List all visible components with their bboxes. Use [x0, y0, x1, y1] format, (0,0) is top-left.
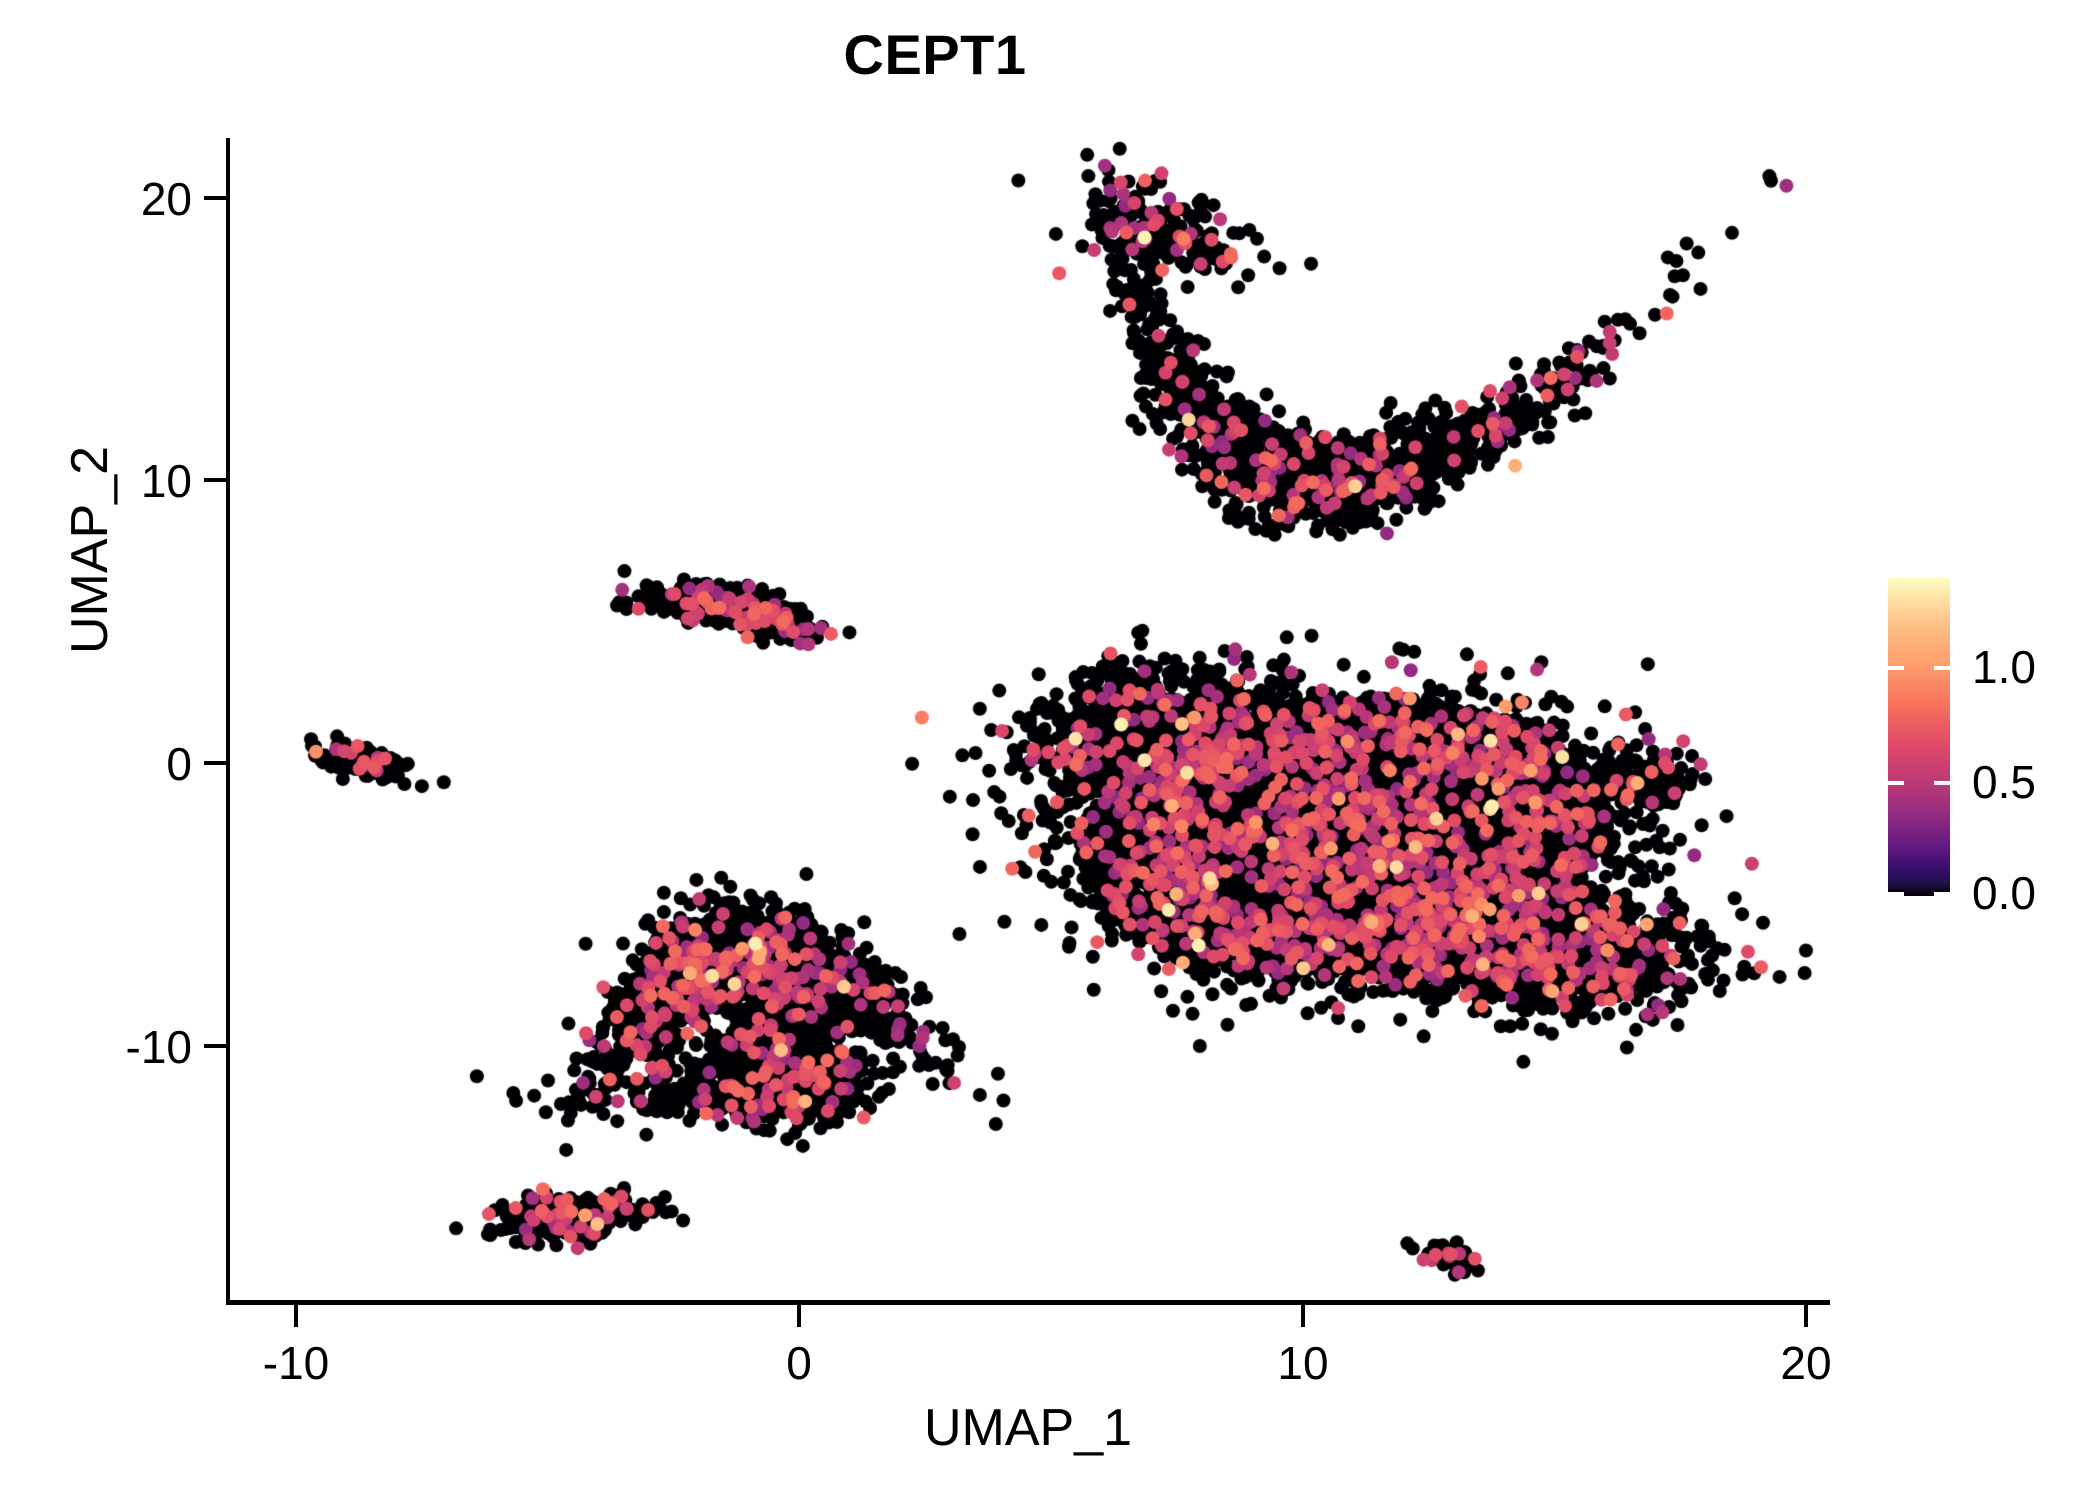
colorbar-tick-1.0-left	[1888, 666, 1904, 670]
colorbar-label-low: 0.0	[1972, 867, 2036, 919]
scatter-plot-panel	[228, 140, 1828, 1300]
y-axis-line	[226, 138, 230, 1302]
x-tick-label-1: 0	[786, 1337, 812, 1389]
scatter-points-canvas	[228, 140, 1828, 1300]
colorbar-tick-0.0-right	[1934, 892, 1950, 896]
colorbar-label-mid: 0.5	[1972, 756, 2036, 808]
page-title: CEPT1	[843, 23, 1027, 86]
colorbar-label-high: 1.0	[1972, 641, 2036, 693]
y-tick-mark-3	[204, 1044, 226, 1048]
y-tick-label-1: 10	[140, 455, 192, 507]
x-axis-label: UMAP_1	[923, 1399, 1133, 1457]
x-tick-label-3: 20	[1780, 1337, 1832, 1389]
colorbar-tick-0.5-right	[1934, 781, 1950, 785]
x-tick-label-2: 10	[1277, 1337, 1329, 1389]
x-axis-line	[226, 1300, 1830, 1305]
x-tick-mark-3	[1804, 1305, 1808, 1327]
x-tick-mark-1	[797, 1305, 801, 1327]
colorbar-tick-0.5-left	[1888, 781, 1904, 785]
x-tick-mark-0	[294, 1305, 298, 1327]
y-tick-mark-0	[204, 196, 226, 200]
y-axis-label-wrapper: UMAP_2	[60, 200, 120, 900]
colorbar-legend: 1.0 0.5 0.0	[1888, 570, 2088, 919]
x-tick-label-0: -10	[262, 1337, 330, 1389]
y-axis-label: UMAP_2	[61, 445, 119, 655]
y-tick-mark-1	[204, 478, 226, 482]
y-tick-label-0: 20	[140, 173, 192, 225]
y-tick-mark-2	[204, 761, 226, 765]
colorbar-tick-1.0-right	[1934, 666, 1950, 670]
y-tick-label-2: 0	[166, 738, 192, 790]
colorbar-gradient	[1888, 578, 1950, 896]
y-tick-label-3: -10	[125, 1021, 192, 1073]
colorbar-tick-0.0-left	[1888, 892, 1904, 896]
x-tick-mark-2	[1301, 1305, 1305, 1327]
